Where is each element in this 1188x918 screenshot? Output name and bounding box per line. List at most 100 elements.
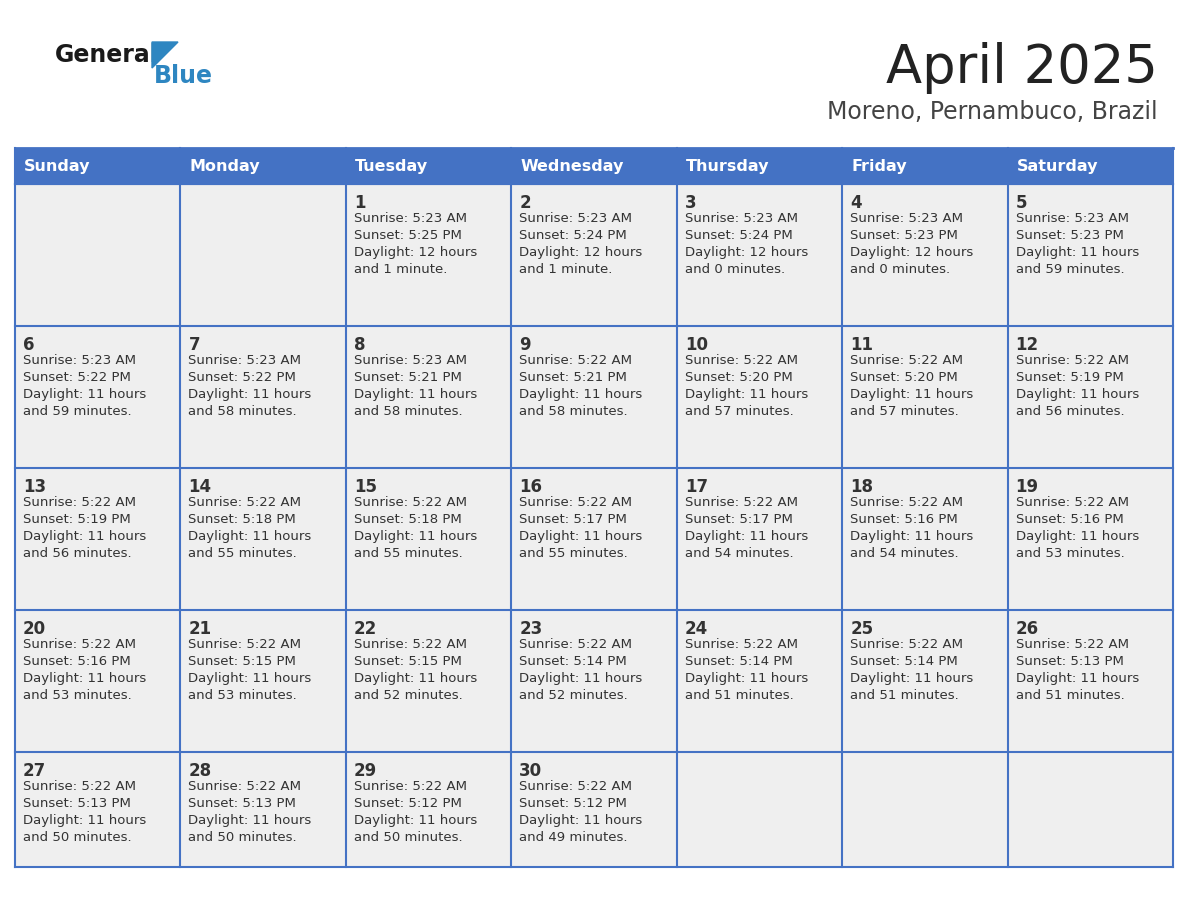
Text: Daylight: 11 hours: Daylight: 11 hours (354, 672, 478, 685)
Text: Sunrise: 5:22 AM: Sunrise: 5:22 AM (1016, 496, 1129, 509)
Text: Sunrise: 5:22 AM: Sunrise: 5:22 AM (189, 780, 302, 793)
Bar (181, 610, 346, 752)
Text: Sunset: 5:22 PM: Sunset: 5:22 PM (189, 371, 296, 384)
Text: and 59 minutes.: and 59 minutes. (1016, 263, 1124, 276)
Text: Sunset: 5:12 PM: Sunset: 5:12 PM (354, 797, 462, 810)
Bar (346, 184, 511, 326)
Bar (842, 148, 1007, 184)
Text: Daylight: 11 hours: Daylight: 11 hours (23, 814, 146, 827)
Text: Sunrise: 5:23 AM: Sunrise: 5:23 AM (684, 212, 797, 225)
Text: Sunrise: 5:22 AM: Sunrise: 5:22 AM (354, 496, 467, 509)
Text: 5: 5 (1016, 194, 1028, 212)
Bar (346, 148, 511, 184)
Text: and 58 minutes.: and 58 minutes. (519, 405, 628, 418)
Text: Daylight: 11 hours: Daylight: 11 hours (851, 388, 973, 401)
Bar (346, 326, 511, 468)
Bar (1007, 468, 1173, 610)
Text: Sunrise: 5:22 AM: Sunrise: 5:22 AM (519, 354, 632, 367)
Bar (181, 148, 346, 184)
Text: Sunrise: 5:22 AM: Sunrise: 5:22 AM (684, 638, 797, 651)
Bar (677, 752, 842, 867)
Text: Daylight: 11 hours: Daylight: 11 hours (189, 530, 311, 543)
Bar (677, 184, 842, 326)
Bar (1007, 326, 1173, 468)
Text: and 50 minutes.: and 50 minutes. (354, 831, 462, 844)
Bar (842, 752, 1007, 867)
Text: General: General (55, 43, 159, 67)
Bar (1007, 148, 1173, 184)
Text: Daylight: 11 hours: Daylight: 11 hours (189, 388, 311, 401)
Text: 24: 24 (684, 620, 708, 638)
Text: 19: 19 (1016, 478, 1038, 496)
Text: Friday: Friday (851, 159, 906, 174)
Bar (1007, 752, 1173, 867)
Text: Sunset: 5:25 PM: Sunset: 5:25 PM (354, 229, 462, 242)
Text: and 58 minutes.: and 58 minutes. (354, 405, 462, 418)
Text: and 0 minutes.: and 0 minutes. (851, 263, 950, 276)
Text: and 53 minutes.: and 53 minutes. (23, 689, 132, 702)
Text: Sunrise: 5:22 AM: Sunrise: 5:22 AM (354, 638, 467, 651)
Text: Sunday: Sunday (24, 159, 90, 174)
Text: Sunrise: 5:22 AM: Sunrise: 5:22 AM (851, 638, 963, 651)
Text: 26: 26 (1016, 620, 1038, 638)
Text: and 59 minutes.: and 59 minutes. (23, 405, 132, 418)
Text: Moreno, Pernambuco, Brazil: Moreno, Pernambuco, Brazil (827, 100, 1158, 124)
Text: Daylight: 11 hours: Daylight: 11 hours (189, 672, 311, 685)
Text: Daylight: 11 hours: Daylight: 11 hours (354, 388, 478, 401)
Bar (677, 326, 842, 468)
Text: and 54 minutes.: and 54 minutes. (851, 547, 959, 560)
Text: and 51 minutes.: and 51 minutes. (1016, 689, 1124, 702)
Text: 16: 16 (519, 478, 542, 496)
Text: and 55 minutes.: and 55 minutes. (354, 547, 462, 560)
Text: 2: 2 (519, 194, 531, 212)
Text: and 49 minutes.: and 49 minutes. (519, 831, 627, 844)
Bar (181, 752, 346, 867)
Bar (181, 468, 346, 610)
Text: 25: 25 (851, 620, 873, 638)
Bar (181, 326, 346, 468)
Text: 17: 17 (684, 478, 708, 496)
Text: Saturday: Saturday (1017, 159, 1098, 174)
Text: Sunset: 5:23 PM: Sunset: 5:23 PM (1016, 229, 1124, 242)
Text: Sunset: 5:22 PM: Sunset: 5:22 PM (23, 371, 131, 384)
Text: Sunrise: 5:23 AM: Sunrise: 5:23 AM (189, 354, 302, 367)
Text: and 53 minutes.: and 53 minutes. (189, 689, 297, 702)
Text: Daylight: 11 hours: Daylight: 11 hours (1016, 672, 1139, 685)
Text: 15: 15 (354, 478, 377, 496)
Text: Sunset: 5:13 PM: Sunset: 5:13 PM (23, 797, 131, 810)
Text: Sunset: 5:16 PM: Sunset: 5:16 PM (851, 513, 958, 526)
Text: Daylight: 11 hours: Daylight: 11 hours (23, 388, 146, 401)
Text: 22: 22 (354, 620, 377, 638)
Text: Sunrise: 5:22 AM: Sunrise: 5:22 AM (519, 780, 632, 793)
Text: Sunset: 5:20 PM: Sunset: 5:20 PM (684, 371, 792, 384)
Text: Sunset: 5:23 PM: Sunset: 5:23 PM (851, 229, 958, 242)
Text: Daylight: 11 hours: Daylight: 11 hours (354, 814, 478, 827)
Text: Sunset: 5:17 PM: Sunset: 5:17 PM (684, 513, 792, 526)
Text: Sunrise: 5:23 AM: Sunrise: 5:23 AM (851, 212, 963, 225)
Text: Daylight: 11 hours: Daylight: 11 hours (851, 672, 973, 685)
Text: Sunset: 5:14 PM: Sunset: 5:14 PM (851, 655, 958, 668)
Text: Sunrise: 5:23 AM: Sunrise: 5:23 AM (23, 354, 135, 367)
Text: Daylight: 11 hours: Daylight: 11 hours (1016, 530, 1139, 543)
Text: and 1 minute.: and 1 minute. (354, 263, 447, 276)
Text: and 57 minutes.: and 57 minutes. (851, 405, 959, 418)
Bar (1007, 184, 1173, 326)
Text: 27: 27 (23, 762, 46, 780)
Text: Sunrise: 5:23 AM: Sunrise: 5:23 AM (354, 212, 467, 225)
Bar (346, 468, 511, 610)
Text: Sunrise: 5:23 AM: Sunrise: 5:23 AM (519, 212, 632, 225)
Text: and 56 minutes.: and 56 minutes. (1016, 405, 1124, 418)
Text: Sunset: 5:15 PM: Sunset: 5:15 PM (189, 655, 296, 668)
Text: 20: 20 (23, 620, 46, 638)
Bar (15, 610, 181, 752)
Text: Wednesday: Wednesday (520, 159, 624, 174)
Text: Daylight: 11 hours: Daylight: 11 hours (1016, 388, 1139, 401)
Bar (511, 148, 677, 184)
Bar (15, 468, 181, 610)
Text: 30: 30 (519, 762, 543, 780)
Bar (511, 468, 677, 610)
Text: 9: 9 (519, 336, 531, 354)
Text: 29: 29 (354, 762, 377, 780)
Text: 28: 28 (189, 762, 211, 780)
Text: Sunset: 5:13 PM: Sunset: 5:13 PM (1016, 655, 1124, 668)
